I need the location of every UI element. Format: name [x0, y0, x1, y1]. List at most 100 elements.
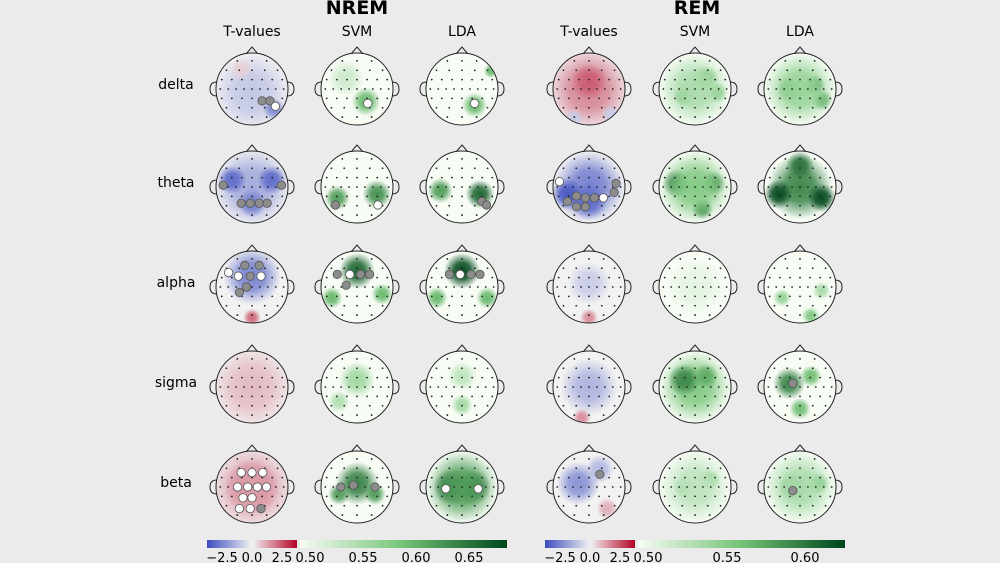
sensor-dot [486, 106, 489, 109]
sensor-dot [473, 367, 476, 370]
sensor-dot [702, 186, 704, 188]
sensor-dot [588, 97, 590, 100]
sensor-dot [241, 176, 243, 179]
sensor-dot [562, 367, 565, 370]
sensor-dot [435, 267, 438, 270]
topomap-nrem-sigma-lda [419, 344, 505, 424]
sensor-dot [475, 214, 478, 216]
sensor-dot [662, 386, 665, 388]
sensor-dot [719, 204, 722, 207]
sensor-dot [238, 304, 241, 307]
sensor-dot [330, 267, 333, 270]
sensor-dot [356, 195, 358, 198]
sensor-dot [271, 78, 274, 81]
sensor-dot [341, 158, 344, 160]
ear-right [496, 279, 505, 295]
sensor-dot [813, 458, 816, 460]
sensor-dot [368, 204, 371, 207]
ear-right [286, 479, 295, 495]
sensor-dot [829, 195, 832, 198]
sensor-dot [618, 195, 621, 198]
sensor-dot [600, 167, 603, 170]
sensor-dot [580, 486, 582, 488]
sensor-dot [430, 276, 433, 279]
sensor-layout [429, 158, 495, 216]
nose [793, 244, 807, 253]
sensor-dot [435, 106, 438, 109]
sensor-dot [573, 116, 576, 118]
sensor-dot [471, 495, 473, 498]
sensor-dot [588, 495, 590, 498]
ear-right [834, 379, 843, 395]
ear-right [391, 479, 400, 495]
sensor-dot [471, 376, 473, 379]
nose [582, 444, 596, 453]
sensor-dot [575, 106, 578, 109]
colorbar-tick-label: 0.0 [580, 551, 601, 563]
sensor-dot [461, 176, 463, 179]
sensor-dot [819, 195, 822, 198]
significant-sensor-marker [598, 193, 609, 203]
significant-sensor-marker [224, 267, 234, 278]
sensor-dot [473, 204, 476, 207]
sensor-dot [681, 504, 684, 507]
sensor-dot [476, 386, 479, 388]
significant-sensor-marker [345, 269, 355, 279]
sensor-dot [376, 395, 379, 398]
topomap-rem-alpha-svm [652, 244, 738, 324]
sensor-dot [819, 276, 822, 279]
ear-left [546, 479, 555, 495]
sensor-dot [768, 195, 771, 198]
sensor-dot [225, 69, 228, 72]
sensor-dot [227, 88, 230, 90]
sensor-dot [706, 204, 709, 207]
sensor-dot [376, 276, 379, 279]
sensor-dot [341, 314, 344, 316]
topomap-rem-sigma-svm [652, 344, 738, 424]
sensor-dot [330, 69, 333, 72]
nose [793, 46, 807, 55]
sensor-dot [709, 186, 712, 188]
sensor-dot [562, 204, 565, 207]
sensor-dot [670, 88, 673, 90]
sensor-layout [662, 358, 728, 416]
sensor-dot [809, 495, 811, 498]
sensor-dot [335, 195, 338, 198]
sensor-dot [811, 204, 814, 207]
sensor-dot [575, 167, 578, 170]
sensor-dot [694, 467, 696, 470]
sensor-dot [809, 176, 811, 179]
sensor-dot [578, 176, 580, 179]
colorbar-tick-label: 0.50 [296, 551, 325, 563]
sensor-dot [461, 295, 463, 298]
sensor-dot [251, 106, 253, 109]
sensor-dot [332, 286, 335, 288]
sensor-dot [799, 486, 801, 488]
sensor-dot [343, 404, 346, 407]
sensor-dot [325, 195, 328, 198]
sensor-dot [598, 376, 600, 379]
sensor-dot [364, 88, 366, 90]
sensor-dot [356, 314, 358, 316]
significant-sensor-marker [247, 467, 257, 478]
sensor-dot [789, 476, 791, 479]
sensor-dot [557, 276, 560, 279]
head-outline [320, 350, 394, 424]
sensor-dot [767, 88, 770, 90]
sensor-dot [706, 167, 709, 170]
sensor-dot [230, 78, 233, 81]
ear-left [314, 379, 323, 395]
sensor-dot [686, 88, 688, 90]
trend-sensor-marker [562, 196, 573, 206]
sensor-dot [588, 476, 590, 479]
sensor-dot [471, 78, 473, 81]
sensor-dot [588, 367, 590, 370]
sensor-dot [572, 386, 575, 388]
sensor-dot [471, 295, 473, 298]
sensor-dot [706, 69, 709, 72]
sensor-dot [370, 60, 373, 62]
sensor-dot [719, 106, 722, 109]
sensor-dot [282, 88, 285, 90]
sensor-dot [663, 78, 666, 81]
sensor-dot [588, 214, 590, 216]
